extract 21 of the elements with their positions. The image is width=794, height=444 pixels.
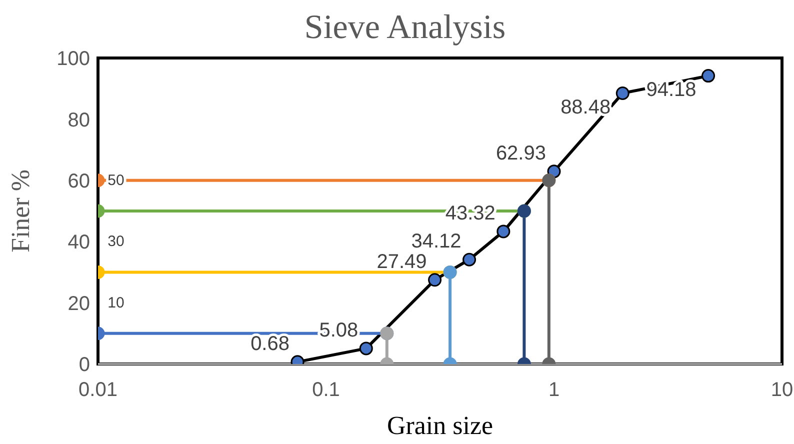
data-label: 27.49 [376,250,427,273]
x-tick-label: 1 [548,379,560,402]
y-tick-label: 40 [68,232,90,254]
x-axis-title: Grain size [386,411,494,440]
x-tick-label: 0.1 [312,379,340,402]
x-tick-label: 0.01 [78,379,118,402]
data-label: 88.48 [560,96,611,118]
y-tick-label: 60 [68,170,90,192]
x-tick-label: 10 [770,379,794,402]
y-axis-title: Finer % [6,169,36,253]
data-label: 62.93 [496,142,546,164]
data-label: 34.12 [411,230,462,253]
data-label: 0.68 [250,332,290,355]
y-tick-label: 0 [78,354,90,376]
data-label: 10 [108,294,124,312]
data-label: 30 [108,233,124,250]
y-tick-label: 20 [68,292,90,315]
y-tick-label: 100 [56,48,90,70]
data-label: 94.18 [646,78,696,101]
chart-title: Sieve Analysis [304,9,506,46]
y-tick-label: 80 [68,109,90,132]
